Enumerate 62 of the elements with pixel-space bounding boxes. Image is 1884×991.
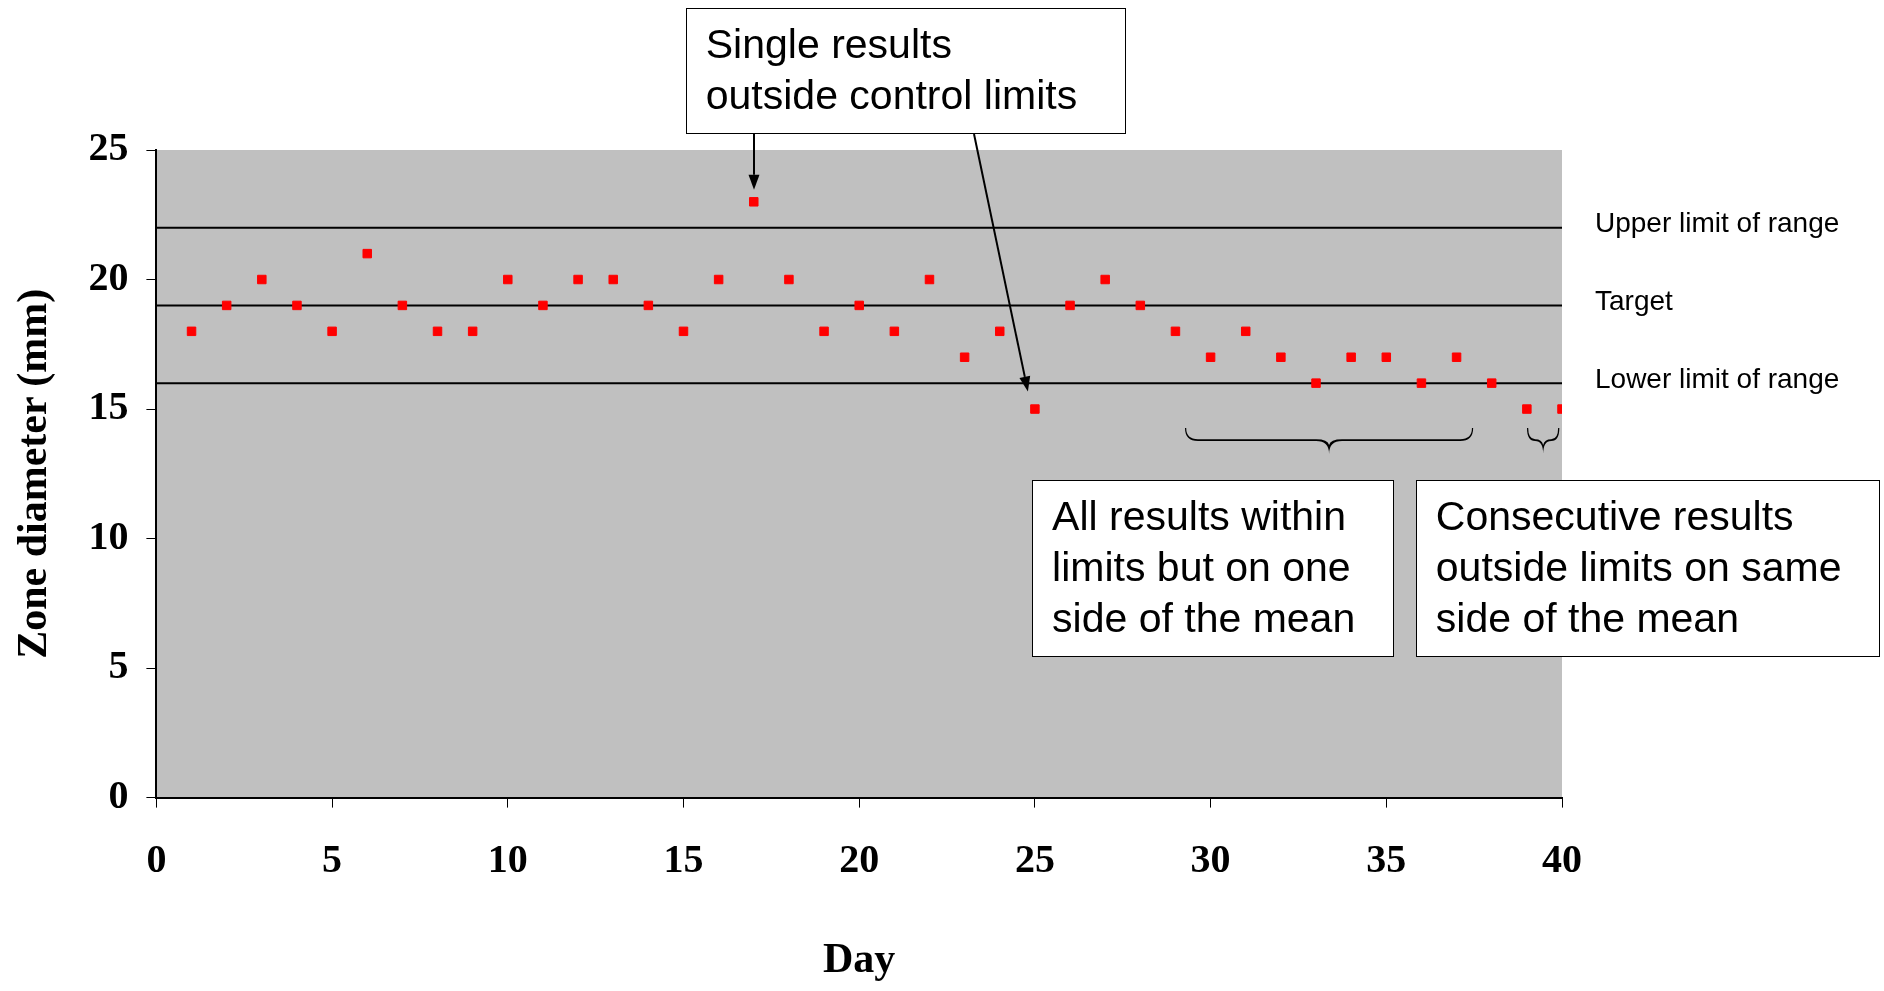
point <box>643 300 654 311</box>
point <box>924 274 935 285</box>
point <box>1170 326 1181 337</box>
point <box>678 326 689 337</box>
point <box>1241 326 1251 337</box>
point <box>995 326 1005 337</box>
point <box>257 274 267 285</box>
point <box>819 326 829 337</box>
point <box>221 300 232 311</box>
ref-line-label: Upper limit of range <box>1595 207 1840 239</box>
y-tick-label: 5 <box>108 642 129 688</box>
x-tick-label: 5 <box>322 835 343 881</box>
point <box>1135 300 1146 311</box>
point <box>1381 352 1392 362</box>
x-axis-title: Day <box>823 934 896 981</box>
point <box>327 326 337 337</box>
point <box>362 248 372 259</box>
y-tick-label: 10 <box>88 512 129 558</box>
x-tick-label: 25 <box>1014 835 1055 881</box>
point <box>1522 404 1532 414</box>
x-tick-label: 30 <box>1190 835 1231 881</box>
y-tick-label: 20 <box>88 253 129 299</box>
annotation: All results within limits but on one side of the mean <box>1032 480 1395 658</box>
x-tick-label: 15 <box>663 835 704 881</box>
point <box>889 326 900 337</box>
y-axis-title: Zone diameter (mm) <box>9 288 57 659</box>
point <box>467 326 478 337</box>
point <box>1451 352 1462 362</box>
point <box>186 326 197 337</box>
point <box>1205 352 1216 362</box>
point <box>292 300 302 311</box>
x-tick-label: 20 <box>839 835 880 881</box>
x-tick-label: 10 <box>487 835 528 881</box>
point <box>503 274 513 285</box>
x-tick-label: 0 <box>146 835 167 881</box>
point <box>1486 378 1497 388</box>
point <box>1030 404 1040 414</box>
point <box>713 274 724 285</box>
point <box>1065 300 1075 311</box>
point <box>432 326 443 337</box>
y-tick-label: 0 <box>108 771 129 817</box>
point <box>1311 378 1321 388</box>
point <box>397 300 408 311</box>
point <box>1276 352 1286 362</box>
x-tick-label: 35 <box>1366 835 1407 881</box>
point <box>538 300 548 311</box>
point <box>784 274 794 285</box>
point <box>854 300 864 311</box>
point <box>1346 352 1356 362</box>
y-tick-label: 15 <box>88 383 129 429</box>
annotation: Consecutive results outside limits on same side of the mean <box>1415 480 1880 658</box>
point <box>959 352 970 362</box>
ref-line-label: Lower limit of range <box>1595 362 1840 394</box>
point <box>608 274 618 285</box>
y-tick-label: 25 <box>88 124 129 170</box>
point <box>573 274 583 285</box>
point <box>749 197 759 207</box>
point <box>1100 274 1110 285</box>
annotation: Single results outside control limits <box>685 8 1126 134</box>
ref-line-label: Target <box>1595 285 1674 317</box>
x-tick-label: 40 <box>1542 835 1582 881</box>
point <box>1416 378 1427 388</box>
